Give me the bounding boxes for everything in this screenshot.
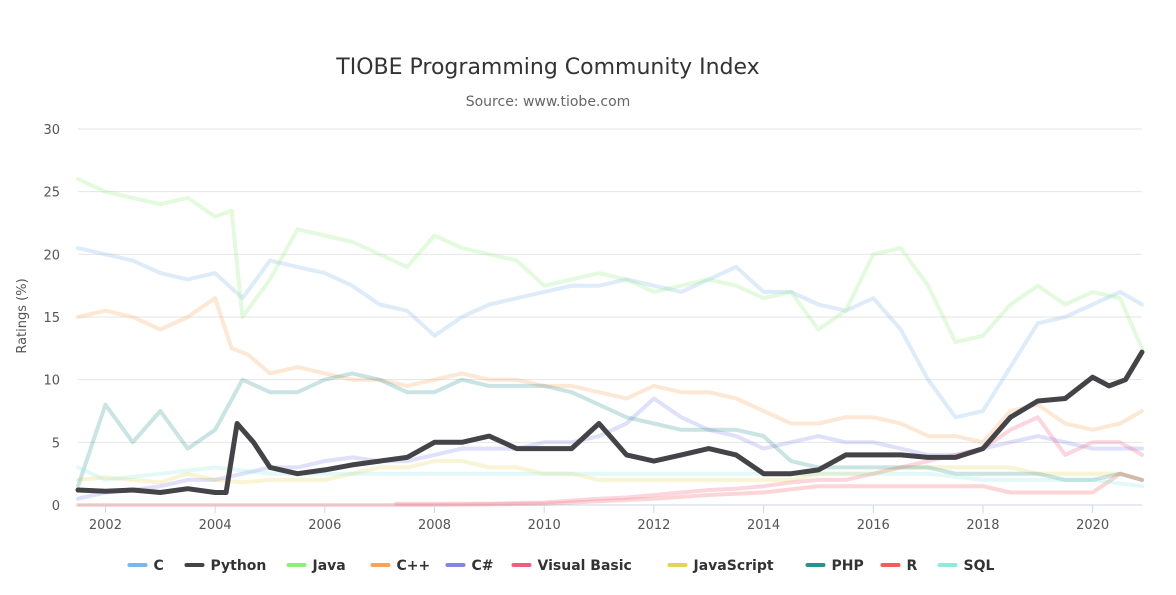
legend-label: C [154,558,164,574]
x-tick-label: 2004 [199,518,232,533]
y-tick-label: 5 [52,436,60,451]
series-line-javascript[interactable] [76,459,1144,485]
y-axis-label: Ratings (%) [15,278,30,353]
x-tick-label: 2006 [308,518,341,533]
y-tick-label: 20 [43,248,60,263]
legend-label: R [907,558,918,574]
legend-item-c-[interactable]: C++ [370,558,431,574]
y-tick-label: 15 [43,311,60,326]
tick-layer: 0 5 10 15 20 25 30 2002 2004 2006 2008 2010 2012 2014… [43,123,1109,533]
legend-item-c[interactable]: C [127,558,164,574]
legend-label: C++ [397,558,431,574]
series-line-c[interactable] [76,246,1144,420]
legend-item-sql[interactable]: SQL [937,558,995,574]
legend-label: JavaScript [693,558,774,574]
legend-label: Python [211,558,267,574]
x-tick-label: 2020 [1076,518,1109,533]
x-tick-label: 2008 [418,518,451,533]
chart-title: TIOBE Programming Community Index [335,55,759,80]
legend-label: C# [472,558,494,574]
x-tick-label: 2002 [89,518,122,533]
x-tick-label: 2018 [966,518,999,533]
legend-item-r[interactable]: R [880,558,918,574]
series-line-visual-basic[interactable] [394,415,1144,506]
series-line-php[interactable] [76,371,1144,489]
series-line-java[interactable] [76,177,1144,351]
legend-label: PHP [832,558,864,574]
legend[interactable]: C Python Java C++ C# Visual Basic JavaScript PH… [127,558,995,574]
legend-item-java[interactable]: Java [286,558,346,574]
y-tick-label: 10 [43,374,60,389]
y-tick-label: 30 [43,123,60,138]
series-layer [75,177,1145,507]
y-tick-label: 25 [43,186,60,201]
x-tick-label: 2010 [528,518,561,533]
legend-item-php[interactable]: PHP [805,558,864,574]
legend-item-c-[interactable]: C# [445,558,494,574]
x-tick-label: 2014 [747,518,780,533]
chart-subtitle: Source: www.tiobe.com [466,94,631,110]
legend-item-visual-basic[interactable]: Visual Basic [511,558,632,574]
legend-label: Java [312,558,346,574]
legend-item-javascript[interactable]: JavaScript [667,558,774,574]
y-tick-label: 0 [52,499,60,514]
legend-item-python[interactable]: Python [184,558,267,574]
series-line-python[interactable] [75,349,1145,495]
x-tick-label: 2012 [637,518,670,533]
series-line-sql[interactable] [76,465,1144,489]
x-tick-label: 2016 [857,518,890,533]
legend-label: Visual Basic [538,558,632,574]
series-line-c-[interactable] [76,296,1144,445]
legend-label: SQL [964,558,995,574]
